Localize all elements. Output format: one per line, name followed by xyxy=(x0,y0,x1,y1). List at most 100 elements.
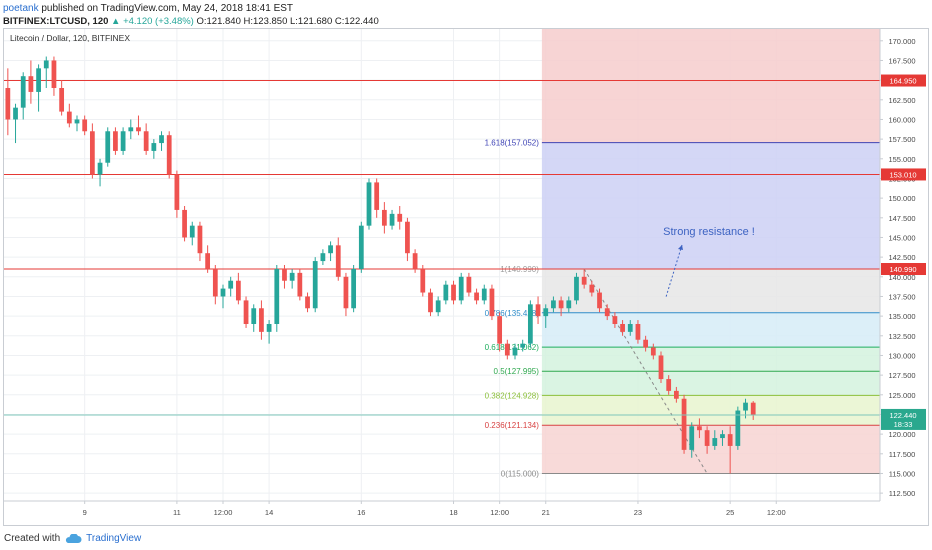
y-tick-label: 115.000 xyxy=(889,469,916,478)
candle-body xyxy=(66,111,72,124)
candle-body xyxy=(743,402,748,411)
candle-body xyxy=(704,430,710,446)
candle-body xyxy=(435,300,441,313)
candle-body xyxy=(735,410,741,446)
candle-body xyxy=(128,127,134,132)
ohlc-values: O:121.840 H:123.850 L:121.680 C:122.440 xyxy=(196,16,379,27)
tradingview-brand[interactable]: TradingView xyxy=(86,533,142,544)
candle-body xyxy=(20,76,26,108)
candle-body xyxy=(174,174,180,210)
candle-body xyxy=(566,300,572,309)
candle-body xyxy=(658,355,664,380)
candle-body xyxy=(305,296,310,309)
candle-body xyxy=(159,135,164,144)
candle-body xyxy=(543,308,549,317)
candle-body xyxy=(512,347,518,356)
annotation-arrow xyxy=(665,244,683,298)
fib-level-label: 1.618(157.052) xyxy=(485,139,540,148)
price-tag-label: 153.010 xyxy=(889,170,916,179)
candle-body xyxy=(43,60,49,69)
y-tick-label: 117.500 xyxy=(889,450,916,459)
tradingview-cloud-icon xyxy=(66,533,82,543)
candle-body xyxy=(712,438,718,446)
y-tick-label: 142.500 xyxy=(888,253,915,262)
candle-body xyxy=(197,225,203,254)
candle-body xyxy=(551,300,556,309)
candle-body xyxy=(405,221,410,254)
candle-body xyxy=(397,213,403,222)
annotation-text: Strong resistance ! xyxy=(663,226,755,238)
candle-body xyxy=(750,402,756,415)
fib-zone xyxy=(541,347,880,372)
candle-body xyxy=(697,426,702,431)
fib-zone xyxy=(541,371,880,396)
candle-body xyxy=(266,324,272,332)
candle-body xyxy=(666,379,672,391)
price-tag xyxy=(881,263,926,276)
candle-body xyxy=(627,324,633,332)
candle-body xyxy=(681,398,687,450)
candle-body xyxy=(351,268,357,309)
publish-line: poetank published on TradingView.com, Ma… xyxy=(3,3,293,14)
y-tick-label: 137.500 xyxy=(888,292,915,301)
candle-body xyxy=(358,225,364,269)
change-up-icon: ▲ xyxy=(111,16,121,27)
x-tick-label: 11 xyxy=(173,508,181,517)
candle-body xyxy=(443,284,449,301)
fib-level-label: 0.786(135.428) xyxy=(485,309,540,318)
x-tick-label: 12:00 xyxy=(490,508,509,517)
change-value: +4.120 (+3.48%) xyxy=(123,16,194,27)
author-link[interactable]: poetank xyxy=(3,3,39,14)
candle-body xyxy=(274,268,280,324)
candle-body xyxy=(381,209,387,226)
y-tick-label: 170.000 xyxy=(888,37,915,46)
candle-body xyxy=(151,143,157,151)
fib-level-label: 0(115.000) xyxy=(501,469,539,478)
candle-body xyxy=(689,426,695,450)
candle-body xyxy=(420,268,426,293)
candle-body xyxy=(297,272,303,297)
candle-body xyxy=(720,434,725,439)
x-tick-label: 16 xyxy=(357,508,365,517)
x-tick-label: 18 xyxy=(449,508,457,517)
y-tick-label: 125.000 xyxy=(888,391,915,400)
candle-body xyxy=(251,308,257,324)
symbol-label: BITFINEX:LTCUSD, 120 xyxy=(3,16,109,27)
candle-body xyxy=(643,339,649,348)
candle-body xyxy=(120,131,126,151)
price-tag xyxy=(881,168,926,181)
candle-body xyxy=(474,292,479,301)
candles xyxy=(5,56,756,474)
y-tick-label: 167.500 xyxy=(888,56,915,65)
price-chart[interactable]: 1.618(157.052)1(140.990)0.786(135.428)0.… xyxy=(4,29,928,525)
price-tag-label: 164.950 xyxy=(889,77,916,86)
x-tick-label: 25 xyxy=(726,508,734,517)
candle-body xyxy=(228,280,234,289)
candle-body xyxy=(412,253,418,269)
candle-body xyxy=(212,268,218,297)
candle-body xyxy=(82,119,88,132)
x-tick-label: 12:00 xyxy=(767,508,786,517)
candle-body xyxy=(650,347,656,356)
candle-body xyxy=(143,131,149,151)
y-tick-label: 160.000 xyxy=(888,115,915,124)
candle-body xyxy=(259,308,264,332)
candle-body xyxy=(558,300,564,309)
y-tick-label: 150.000 xyxy=(888,194,915,203)
y-tick-label: 162.500 xyxy=(888,96,915,105)
candle-body xyxy=(343,276,349,309)
y-tick-label: 112.500 xyxy=(889,489,916,498)
fib-zone xyxy=(541,312,880,348)
candle-body xyxy=(489,288,495,317)
candle-body xyxy=(335,245,341,277)
fib-level-label: 0.382(124.928) xyxy=(485,391,540,400)
created-with-label: Created with xyxy=(4,533,61,544)
candle-body xyxy=(727,434,733,446)
candle-body xyxy=(535,304,541,317)
last-price-label: 122.440 xyxy=(889,411,916,420)
candle-body xyxy=(5,88,11,120)
chart-frame: 1.618(157.052) 1(140.990) 0.786(135.428) 0.… xyxy=(3,28,929,526)
candle-body xyxy=(289,272,295,281)
candle-body xyxy=(597,292,602,309)
publish-info: published on TradingView.com, May 24, 20… xyxy=(41,3,294,14)
